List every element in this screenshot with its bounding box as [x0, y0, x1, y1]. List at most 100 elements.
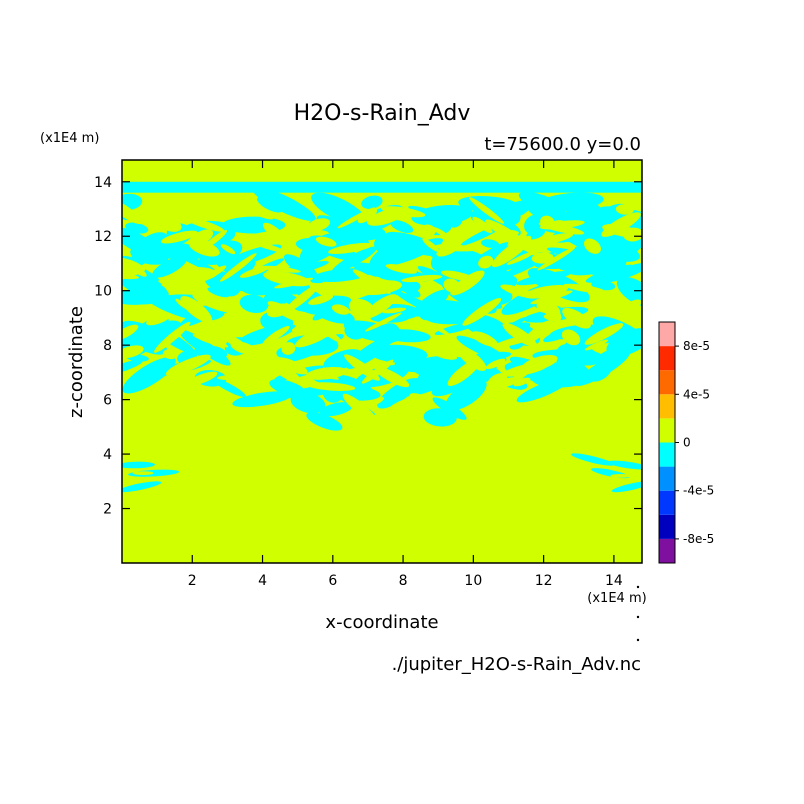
contour-patch	[536, 299, 552, 313]
contour-patch	[592, 316, 642, 349]
y-tick-label: 6	[103, 393, 112, 409]
contour-patch	[317, 325, 343, 343]
contour-patch	[584, 339, 609, 351]
contour-patch	[308, 294, 334, 305]
contour-patch	[485, 388, 512, 401]
contour-patch	[361, 195, 383, 209]
colorbar-swatch	[659, 394, 675, 419]
contour-patch	[500, 284, 537, 299]
contour-patch	[518, 191, 566, 215]
contour-patch	[364, 312, 402, 332]
colorbar-tick-label: -8e-5	[683, 532, 714, 546]
contour-patch	[192, 334, 229, 348]
contour-patch	[478, 255, 494, 269]
contour-patch	[366, 208, 405, 226]
y-tick-label: 10	[94, 284, 112, 300]
colorbar-swatch	[659, 418, 675, 443]
contour-patch	[328, 242, 373, 255]
contour-patch	[211, 377, 246, 398]
contour-patch	[232, 391, 293, 408]
contour-patch	[447, 358, 481, 386]
contour-patch	[600, 262, 642, 283]
contour-patch	[615, 204, 634, 215]
contour-patch	[252, 186, 316, 221]
contour-patch	[185, 371, 218, 387]
contour-patch	[471, 331, 498, 347]
contour-patch	[262, 326, 290, 345]
contour-patch	[420, 224, 436, 237]
contour-patch	[223, 334, 246, 349]
contour-patch	[434, 244, 477, 252]
contour-patch	[491, 235, 532, 268]
contour-patch	[291, 323, 311, 332]
contour-patch	[219, 253, 257, 282]
contour-patch	[165, 354, 211, 376]
contour-patch	[462, 298, 502, 326]
contour-patch	[401, 274, 443, 283]
contour-patch	[561, 329, 581, 346]
chart-title: H2O-s-Rain_Adv	[294, 101, 471, 126]
contour-patch	[281, 342, 296, 355]
contour-patch	[445, 379, 487, 411]
contour-patch	[537, 246, 576, 271]
contour-patch	[450, 270, 485, 296]
contour-patch	[239, 278, 280, 296]
contour-patch	[434, 351, 458, 360]
y-tick-label: 4	[103, 447, 112, 463]
contour-patch	[331, 304, 350, 315]
contour-patch	[390, 220, 414, 233]
contour-patch	[422, 238, 440, 252]
contour-patch	[394, 290, 444, 318]
colorbar-swatch	[659, 442, 675, 467]
contour-patch	[611, 296, 630, 311]
contour-patch	[181, 203, 222, 211]
contour-patch	[158, 280, 193, 293]
contour-patch	[307, 382, 356, 391]
contour-patch	[434, 320, 484, 335]
contour-patch	[122, 345, 144, 359]
contour-patch	[492, 229, 519, 239]
contour-patch	[174, 267, 218, 281]
contour-patch	[274, 277, 314, 289]
colorbar-swatch	[659, 370, 675, 395]
colorbar-swatch	[659, 346, 675, 371]
contour-patch	[531, 233, 574, 246]
colorbar-swatch	[659, 466, 675, 491]
contour-patch	[584, 323, 624, 345]
contour-patch	[485, 358, 506, 370]
contour-patch	[457, 348, 487, 371]
contour-patch	[307, 218, 331, 232]
contour-patch	[269, 379, 307, 398]
y-axis-title: z-coordinate	[66, 306, 87, 418]
contour-patch	[216, 374, 249, 381]
contour-patch	[183, 216, 225, 232]
colorbar-tick-label: -4e-5	[683, 484, 714, 498]
contour-patch	[385, 263, 417, 274]
contour-patch	[563, 283, 606, 294]
colorbar: 8e-5 4e-5 0 -4e-5 -8e-5	[658, 321, 714, 564]
contour-patches	[122, 181, 642, 493]
y-tick-label: 12	[94, 229, 112, 245]
contour-patch	[403, 286, 421, 298]
contour-patch	[601, 212, 641, 237]
contour-patch	[364, 294, 397, 319]
contour-patch	[374, 233, 402, 255]
contour-patch	[239, 265, 270, 278]
contour-patch	[506, 251, 536, 265]
marker-dot	[636, 585, 640, 589]
contour-patch	[585, 264, 634, 283]
contour-patch	[125, 222, 149, 234]
contour-patch	[160, 230, 198, 244]
contour-patch	[220, 244, 236, 255]
contour-patch	[384, 231, 445, 257]
plot-frame	[121, 159, 643, 564]
contour-patch	[357, 208, 378, 224]
contour-patch	[432, 397, 467, 420]
contour-patch	[305, 366, 348, 380]
contour-patch	[331, 246, 378, 274]
contour-patch	[134, 232, 168, 256]
contour-patch	[344, 354, 380, 381]
contour-patch	[207, 287, 230, 298]
contour-patch	[122, 181, 642, 193]
